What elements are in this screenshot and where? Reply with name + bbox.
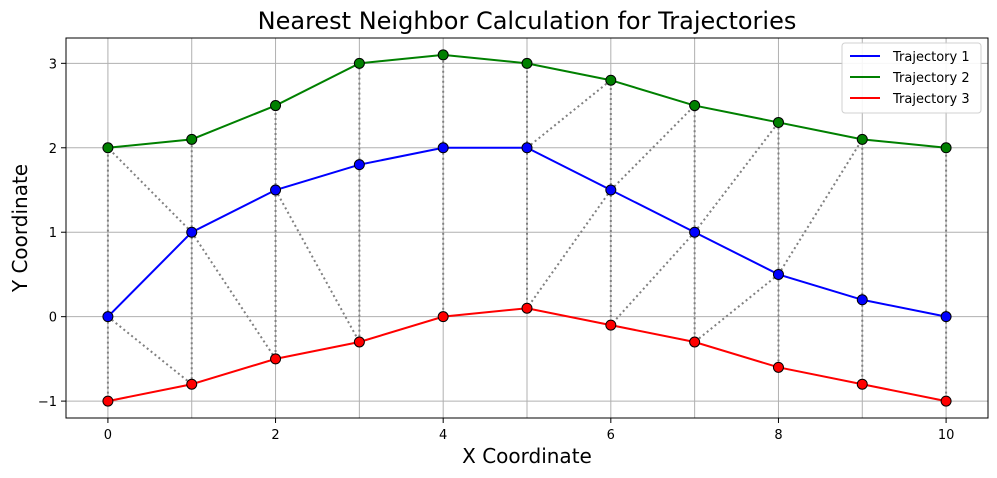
y-tick-label: −1 [38, 395, 57, 410]
data-point [689, 226, 701, 238]
data-point [521, 57, 533, 69]
nearest-neighbor-link [610, 231, 696, 326]
series-1 [102, 142, 952, 323]
data-point [102, 311, 114, 323]
series-3 [102, 302, 952, 407]
data-point [521, 302, 533, 314]
nearest-neighbor-link [526, 189, 612, 309]
y-tick-label: 1 [49, 226, 57, 241]
series-group [102, 49, 952, 407]
plot-frame [65, 37, 989, 419]
nearest-neighbor-link [274, 189, 361, 343]
x-tick-label: 10 [938, 428, 955, 443]
data-point [186, 226, 198, 238]
x-tick-label: 8 [774, 428, 782, 443]
data-point [186, 133, 198, 145]
data-point [689, 336, 701, 348]
data-point [605, 74, 617, 86]
data-point [270, 100, 282, 112]
axis-ticks: 0 2 4 6 8 10 −1 0 1 2 3 [38, 57, 955, 443]
nearest-neighbor-link [693, 121, 780, 233]
data-point [940, 142, 952, 154]
series-2 [102, 49, 952, 154]
data-point [772, 268, 784, 280]
legend-label: Trajectory 2 [892, 71, 970, 86]
x-axis-label: X Coordinate [462, 444, 592, 468]
x-tick-label: 0 [104, 428, 112, 443]
data-point [856, 378, 868, 390]
legend: Trajectory 1 Trajectory 2 Trajectory 3 [841, 42, 982, 114]
y-axis-label: Y Coordinate [8, 164, 32, 293]
nearest-neighbor-link [777, 138, 864, 275]
data-point [353, 336, 365, 348]
data-point [353, 159, 365, 171]
chart-title: Nearest Neighbor Calculation for Traject… [258, 7, 797, 35]
data-point [772, 361, 784, 373]
legend-label: Trajectory 1 [892, 50, 970, 65]
data-point [270, 184, 282, 196]
data-point [102, 142, 114, 154]
x-tick-label: 2 [271, 428, 279, 443]
data-point [940, 395, 952, 407]
data-point [353, 57, 365, 69]
data-point [856, 294, 868, 306]
y-tick-label: 0 [49, 311, 57, 326]
nearest-neighbor-link [190, 231, 277, 360]
data-point [856, 133, 868, 145]
data-point [940, 311, 952, 323]
data-point [270, 353, 282, 365]
x-tick-label: 4 [439, 428, 447, 443]
data-point [605, 184, 617, 196]
data-point [186, 378, 198, 390]
data-point [605, 319, 617, 331]
data-point [437, 311, 449, 323]
y-tick-label: 2 [49, 142, 57, 157]
legend-label: Trajectory 3 [892, 92, 970, 107]
data-point [689, 100, 701, 112]
nearest-neighbor-links [106, 54, 948, 402]
x-tick-label: 6 [607, 428, 615, 443]
legend-box [841, 42, 982, 114]
data-point [437, 142, 449, 154]
data-point [437, 49, 449, 61]
data-point [102, 395, 114, 407]
data-point [772, 116, 784, 128]
data-point [521, 142, 533, 154]
y-tick-label: 3 [49, 57, 57, 72]
